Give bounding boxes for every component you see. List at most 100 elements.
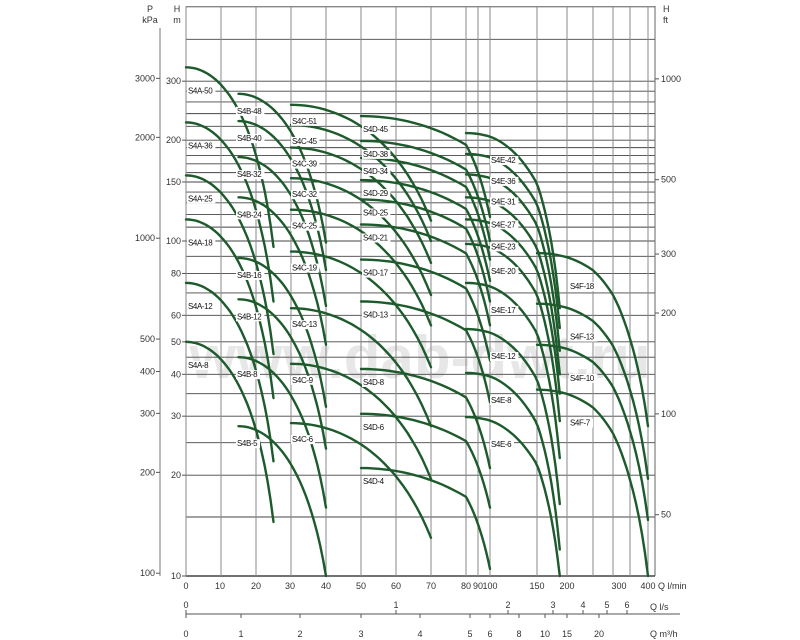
label-background <box>187 141 216 151</box>
flow-ls-tick-label: 4 <box>580 600 585 610</box>
head-tick-label: 50 <box>171 337 181 347</box>
curve-label-s4e-36: S4E-36 <box>490 176 519 186</box>
curve-label-text: S4D-38 <box>363 150 389 159</box>
curve-label-text: S4C-6 <box>292 435 314 444</box>
curve-s4c-13 <box>289 307 433 428</box>
curve-label-text: S4C-32 <box>292 190 318 199</box>
curve-label-s4a-25: S4A-25 <box>187 194 216 204</box>
label-background <box>236 210 265 220</box>
label-background <box>291 320 320 330</box>
flow-lmin-tick-label: 60 <box>391 581 401 591</box>
curve-label-text: S4D-13 <box>363 310 389 319</box>
curve-label-text: S4E-8 <box>491 396 512 405</box>
label-background <box>490 197 519 207</box>
curve-label-s4a-18: S4A-18 <box>187 238 216 248</box>
curve-s4f-7 <box>535 388 650 578</box>
head-ft-tick-label: 500 <box>661 175 676 185</box>
pressure-axis-unit: kPa <box>142 15 158 25</box>
curve-s4e-8 <box>464 371 561 551</box>
curve-label-s4d-6: S4D-6 <box>362 422 386 432</box>
curve-label-text: S4E-27 <box>491 220 516 229</box>
flow-lmin-tick-label: 100 <box>482 581 497 591</box>
head-tick-label: 40 <box>171 369 181 379</box>
flow-m3h-tick-label: 0 <box>183 629 188 639</box>
curve-label-s4b-5: S4B-5 <box>236 439 260 449</box>
label-background <box>362 189 391 199</box>
curve-label-s4f-13: S4F-13 <box>569 332 598 342</box>
label-background <box>362 233 391 243</box>
curve-label-text: S4A-8 <box>188 361 209 370</box>
flow-lmin-tick-label: 20 <box>251 581 261 591</box>
curve-s4e-36 <box>464 152 561 330</box>
curve-s4d-6 <box>359 412 492 509</box>
label-background <box>490 305 519 315</box>
curve-s4b-16 <box>237 256 328 408</box>
curve-label-text: S4E-23 <box>491 242 516 251</box>
head-axis-unit: m <box>173 15 181 25</box>
curve-label-s4e-23: S4E-23 <box>490 242 519 252</box>
curve-label-text: S4A-12 <box>188 302 213 311</box>
head-ft-tick-label: 50 <box>661 510 671 520</box>
curve-label-text: S4B-5 <box>237 439 258 448</box>
curve-s4f-13 <box>535 302 650 480</box>
label-background <box>569 373 598 383</box>
flow-m3h-tick-label: 10 <box>540 629 550 639</box>
curve-s4f-10 <box>535 343 650 522</box>
head-ft-tick-label: 100 <box>661 409 676 419</box>
curve-label-s4e-27: S4E-27 <box>490 220 519 230</box>
curve-label-text: S4D-17 <box>363 269 389 278</box>
curve-label-text: S4F-7 <box>570 419 591 428</box>
curve-label-text: S4A-50 <box>188 86 213 95</box>
flow-lmin-tick-label: 30 <box>285 581 295 591</box>
curve-s4c-9 <box>289 362 433 480</box>
flow-m3h-tick-label: 8 <box>516 629 521 639</box>
curve-s4d-8 <box>359 367 492 470</box>
curve-label-text: S4A-36 <box>188 141 213 150</box>
label-background <box>490 242 519 252</box>
flow-m3h-tick-label: 1 <box>238 629 243 639</box>
curve-s4c-19 <box>289 250 433 369</box>
curves <box>184 66 650 578</box>
flow-ls-tick-label: 3 <box>550 600 555 610</box>
curve-s4d-4 <box>359 466 492 571</box>
pressure-tick-label: 3000 <box>135 73 155 83</box>
label-background <box>187 301 216 311</box>
curve-label-s4d-29: S4D-29 <box>362 189 391 199</box>
label-background <box>362 166 391 176</box>
curve-label-s4d-38: S4D-38 <box>362 149 391 159</box>
curve-label-text: S4D-6 <box>363 423 385 432</box>
flow-lmin-tick-label: 70 <box>426 581 436 591</box>
head-tick-label: 300 <box>166 76 181 86</box>
curve-label-s4a-50: S4A-50 <box>187 86 216 96</box>
flow-m3h-tick-label: 15 <box>562 629 572 639</box>
curve-label-text: S4D-34 <box>363 167 389 176</box>
axes: P kPa H m H ft Q l/min Q l/s Q m³/h 3000… <box>135 4 687 639</box>
flow-lmin-tick-label: 50 <box>356 581 366 591</box>
pressure-tick-label: 2000 <box>135 132 155 142</box>
curve-label-text: S4E-31 <box>491 197 516 206</box>
flow-ls-tick-label: 1 <box>393 600 398 610</box>
curve-s4d-21 <box>359 223 492 327</box>
curve-s4a-36 <box>184 121 275 303</box>
label-background <box>291 375 315 385</box>
curve-label-text: S4D-45 <box>363 125 389 134</box>
pressure-tick-label: 300 <box>140 408 155 418</box>
curve-label-text: S4E-6 <box>491 440 512 449</box>
label-background <box>187 86 216 96</box>
curve-label-s4e-31: S4E-31 <box>490 197 519 207</box>
curve-s4b-32 <box>237 155 328 308</box>
curve-label-text: S4B-40 <box>237 134 262 143</box>
curve-s4e-23 <box>464 218 561 395</box>
curve-label-s4b-48: S4B-48 <box>236 106 265 116</box>
curve-label-text: S4D-25 <box>363 209 389 218</box>
flow-ls-tick-label: 0 <box>183 600 188 610</box>
curve-label-s4b-8: S4B-8 <box>236 370 260 380</box>
label-background <box>362 477 386 487</box>
curve-label-s4c-32: S4C-32 <box>291 190 320 200</box>
label-background <box>362 377 386 387</box>
label-background <box>362 208 391 218</box>
pressure-tick-label: 100 <box>140 568 155 578</box>
curve-label-s4d-17: S4D-17 <box>362 268 391 278</box>
curve-label-text: S4D-4 <box>363 477 385 486</box>
curve-label-text: S4B-16 <box>237 271 262 280</box>
